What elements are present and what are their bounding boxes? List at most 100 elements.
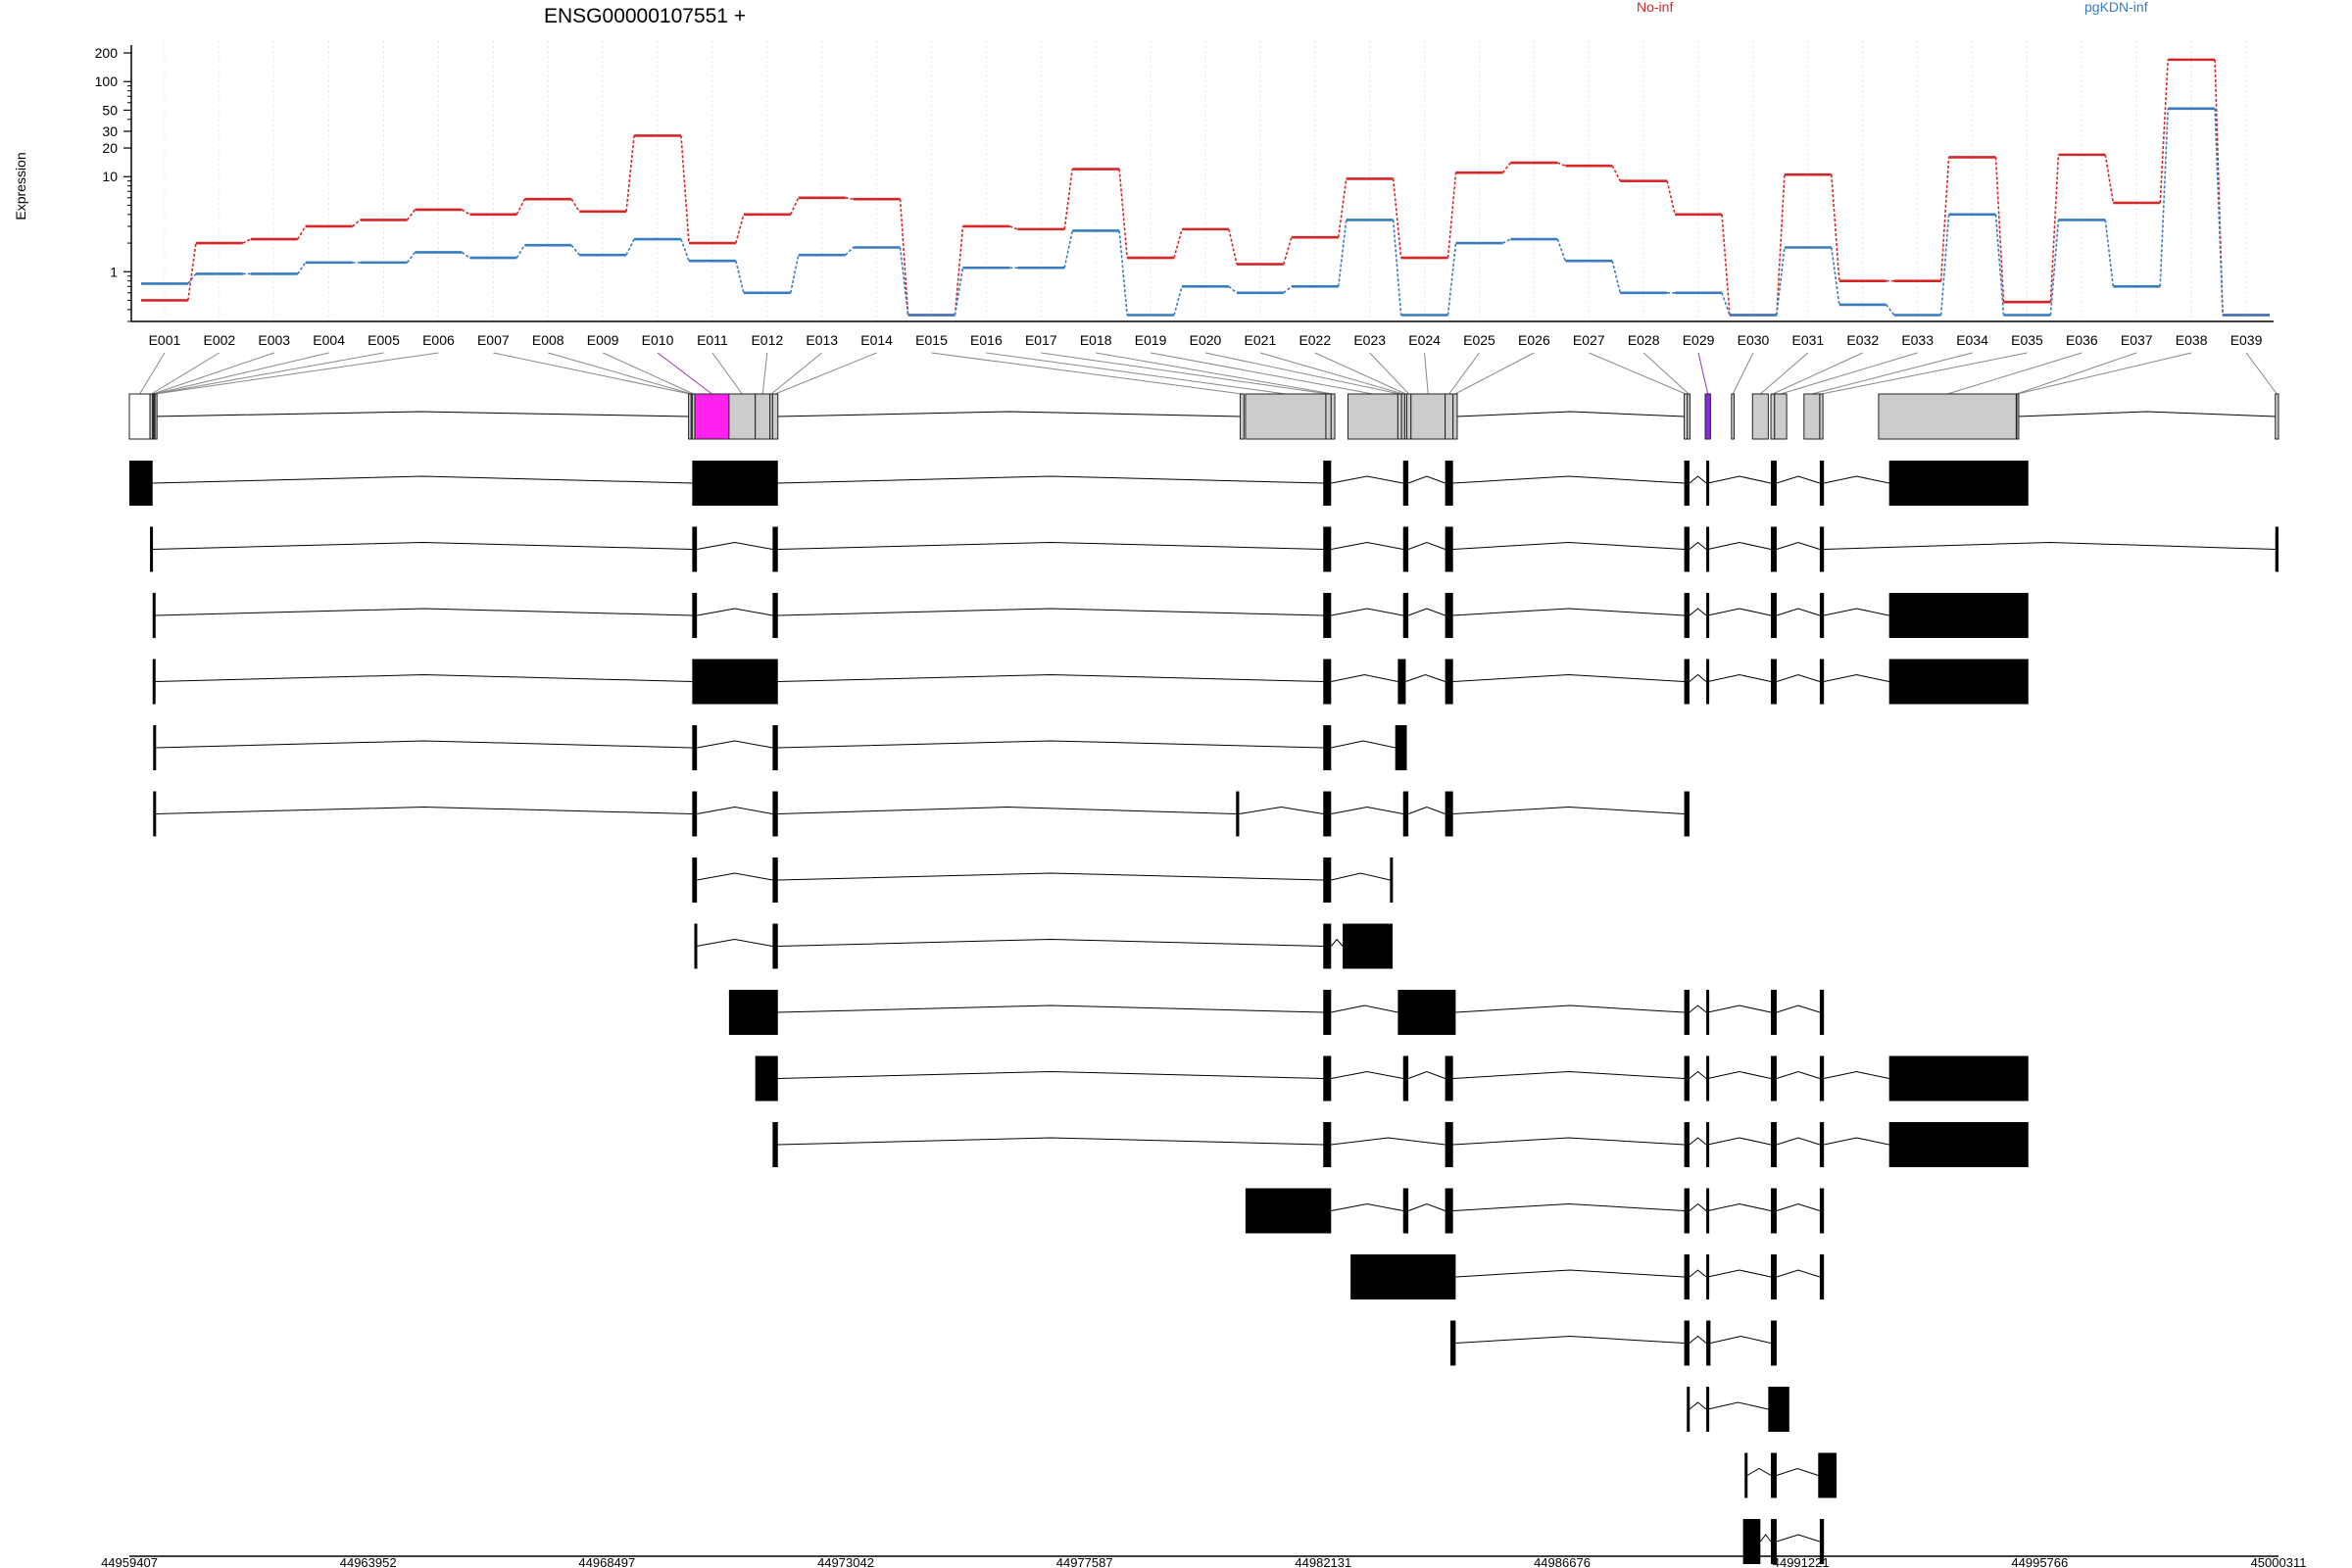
transcript-exon	[1236, 791, 1240, 837]
transcript-intron	[155, 806, 693, 814]
grid	[164, 41, 2247, 321]
transcript-exon	[692, 461, 778, 506]
transcript-intron	[697, 806, 773, 814]
exon-label: E029	[1683, 332, 1715, 348]
transcript-intron	[1707, 673, 1772, 682]
exon-bin	[755, 393, 771, 440]
transcript-intron	[1452, 806, 1685, 814]
series-connector	[1557, 162, 1566, 167]
series-connector	[461, 251, 470, 259]
exon-connector	[1454, 352, 1535, 395]
series-connector	[570, 198, 580, 213]
series-connector	[680, 135, 690, 244]
transcript-exon	[1323, 791, 1332, 837]
series-connector	[1721, 292, 1731, 316]
transcript-intron	[1707, 1269, 1772, 1278]
transcript-intron	[1776, 1467, 1819, 1476]
transcript-exon	[1771, 1055, 1777, 1102]
y-tick-label: 1	[110, 264, 118, 279]
exon-connector	[1204, 352, 1400, 395]
series-connector	[515, 244, 525, 259]
transcript-row	[1744, 1452, 1838, 1498]
exon-connector	[711, 352, 743, 395]
transcript-exon	[1684, 1055, 1690, 1102]
intron-line	[1456, 411, 1685, 417]
transcript-exon	[1706, 461, 1710, 506]
transcript-exon	[772, 923, 778, 969]
transcript-exon	[1397, 659, 1406, 705]
exon-connector	[2245, 352, 2278, 395]
y-tick-label: 50	[102, 102, 118, 118]
exon-connector	[152, 352, 274, 395]
transcript-exon	[1819, 1519, 1825, 1564]
transcript-row	[1245, 1188, 1825, 1234]
genomic-axis: 44959407 44963952 44968497 44973042 44977587…	[101, 1555, 2306, 1568]
transcript-exon	[1819, 1122, 1825, 1167]
transcript-row	[1350, 1254, 1825, 1299]
series-connector	[406, 251, 416, 264]
transcript-intron	[777, 673, 1324, 682]
exon-connector	[1947, 352, 2082, 395]
exon-label: E010	[642, 332, 674, 348]
exon-bin	[2016, 393, 2020, 440]
series-connector	[899, 247, 909, 316]
transcript-intron	[777, 806, 1237, 814]
genomic-tick-label: 44968497	[578, 1555, 635, 1568]
series-connector	[1502, 238, 1511, 244]
series-connector	[1611, 261, 1622, 293]
intron-line	[2018, 411, 2276, 417]
transcript-row	[153, 791, 1690, 837]
transcript-exon	[1819, 1055, 1825, 1102]
series-connector	[1392, 220, 1402, 316]
genomic-tick-label: 44977587	[1056, 1555, 1113, 1568]
transcript-intron	[777, 938, 1324, 947]
transcript-exon	[1445, 461, 1453, 506]
exon-label: E037	[2121, 332, 2153, 348]
exon-label: E035	[2011, 332, 2043, 348]
transcript-intron	[1407, 1202, 1446, 1211]
transcript-exon	[1445, 526, 1453, 572]
transcript-intron	[1707, 1070, 1772, 1079]
exon-bin	[1445, 393, 1454, 440]
exon-bin	[771, 393, 779, 440]
transcript-exon	[1768, 1387, 1789, 1432]
series-connector	[1283, 285, 1293, 294]
series-connector	[899, 199, 909, 316]
transcript-intron	[1710, 1335, 1772, 1344]
transcript-exon	[1445, 1188, 1453, 1234]
transcript-exon	[1706, 1320, 1711, 1366]
exon-connector	[1151, 352, 1374, 395]
y-tick-label: 100	[95, 74, 119, 89]
transcript-intron	[1407, 1070, 1446, 1079]
transcript-intron	[1689, 475, 1707, 484]
exon-label: E031	[1792, 332, 1825, 348]
genomic-tick-label: 44986676	[1534, 1555, 1591, 1568]
exon-connector	[1759, 352, 1809, 395]
series-connector	[1337, 220, 1348, 287]
transcript-exon	[1771, 659, 1777, 705]
exon-bin	[1240, 393, 1245, 440]
transcript-intron	[1776, 541, 1821, 550]
transcript-exon	[692, 791, 698, 837]
exon-bin	[1325, 393, 1332, 440]
exon-label: E015	[915, 332, 948, 348]
exon-connector	[493, 352, 691, 395]
transcript-exon	[1771, 1519, 1777, 1564]
series-connector	[1886, 304, 1895, 316]
exon-connector	[154, 352, 384, 395]
exon-label: E009	[587, 332, 619, 348]
transcript-exon	[1397, 990, 1456, 1035]
exon-label: E028	[1628, 332, 1660, 348]
exon-label: E019	[1135, 332, 1167, 348]
transcript-intron	[1689, 541, 1707, 550]
transcript-intron	[777, 1004, 1324, 1013]
transcript-exon	[772, 526, 778, 572]
exon-bin	[1330, 393, 1336, 440]
transcript-row	[153, 725, 1407, 770]
exon-label: E021	[1245, 332, 1277, 348]
transcript-exon	[1742, 1519, 1761, 1564]
transcript-exon	[1819, 461, 1825, 506]
exon-connector	[770, 352, 823, 395]
transcript-row	[152, 593, 2029, 638]
